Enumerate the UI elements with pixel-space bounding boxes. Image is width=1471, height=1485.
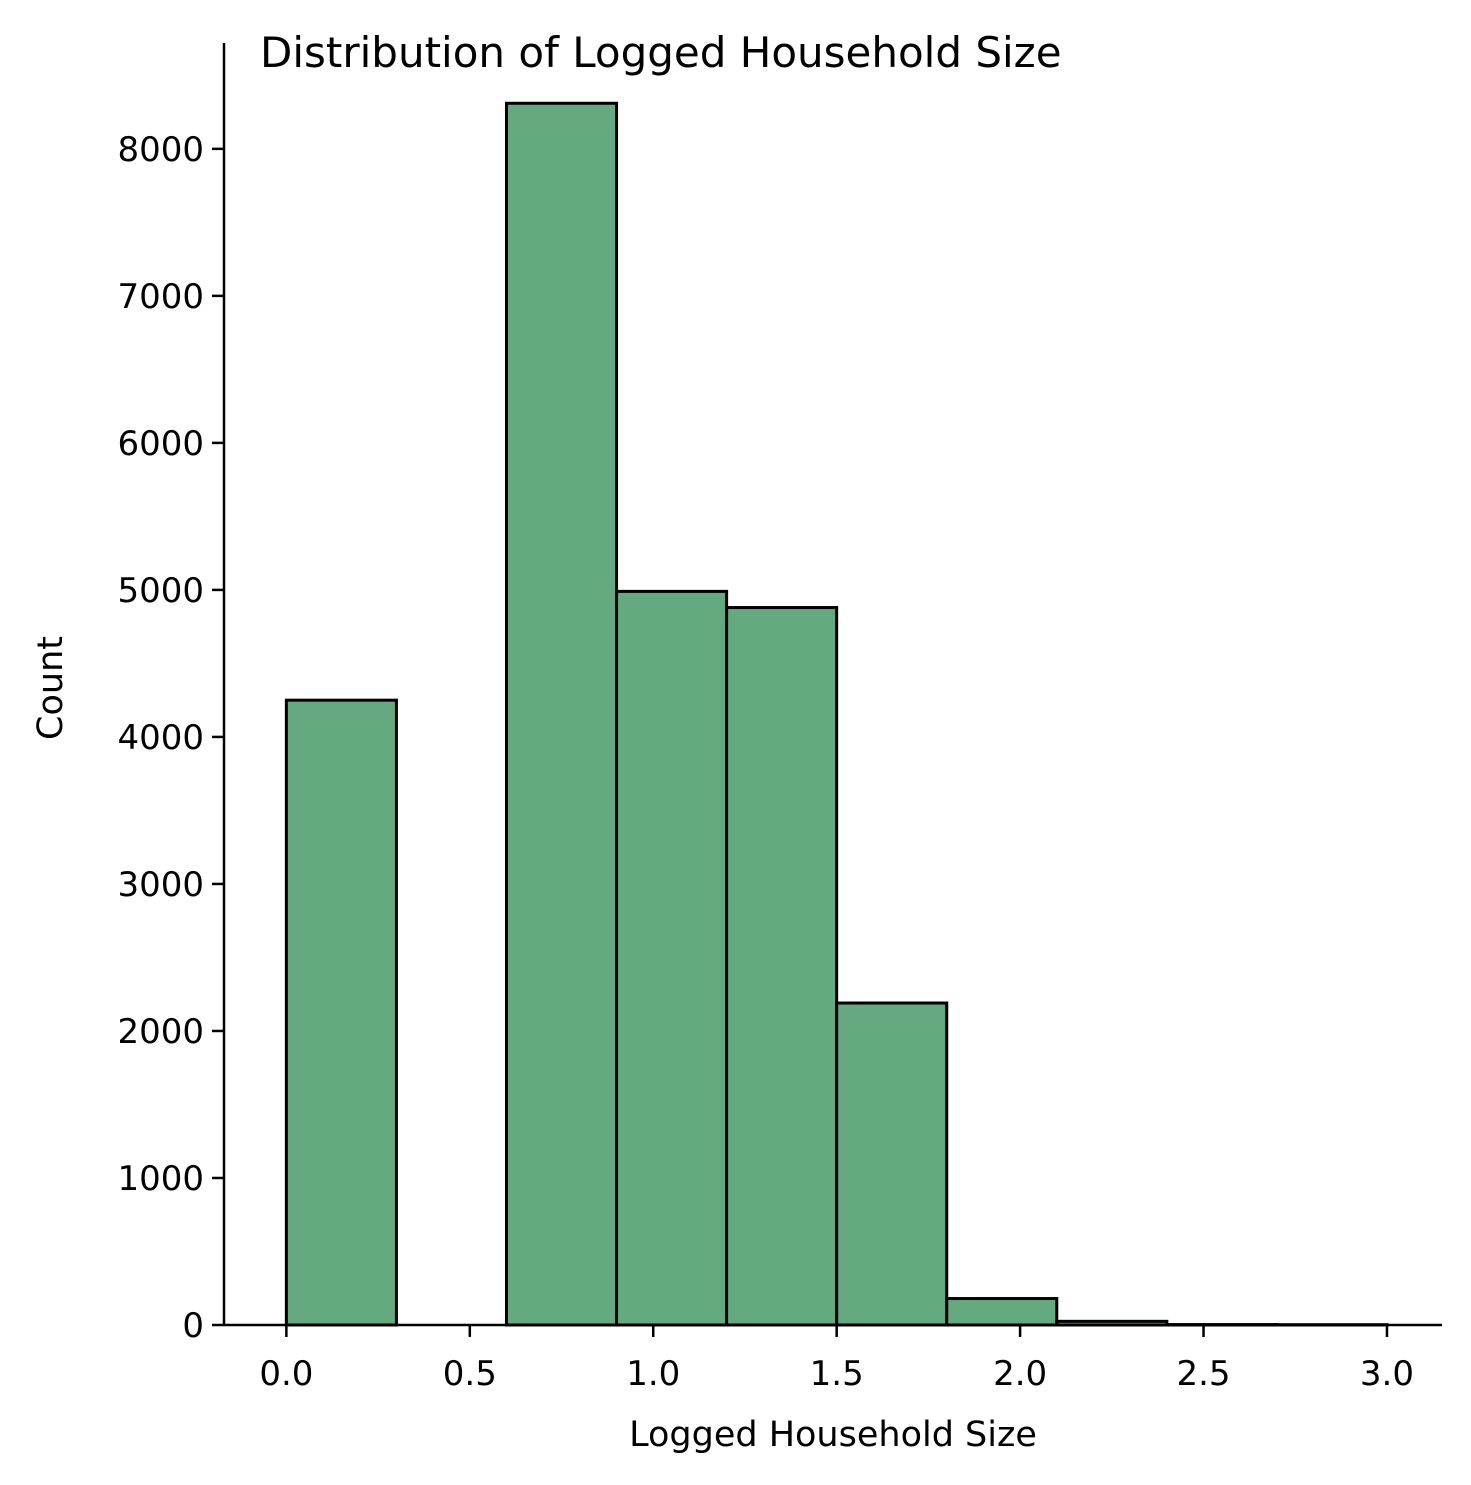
x-ticks: 0.0 0.5 1.0 1.5 2.0 2.5 3.0 xyxy=(259,1325,1414,1394)
chart-title: Distribution of Logged Household Size xyxy=(260,28,1062,77)
histogram-bar-0 xyxy=(284,698,398,1327)
y-tick-label: 3000 xyxy=(117,865,204,905)
axes xyxy=(222,43,1442,1327)
histogram-bar-5 xyxy=(835,1001,949,1327)
y-tick-label: 2000 xyxy=(117,1012,204,1052)
y-tick-label: 0 xyxy=(182,1306,204,1346)
x-tick-label: 2.5 xyxy=(1176,1354,1230,1394)
y-tick-label: 7000 xyxy=(117,277,204,317)
y-tick-label: 5000 xyxy=(117,571,204,611)
histogram-bar-4 xyxy=(725,606,839,1327)
x-tick-label: 2.0 xyxy=(993,1354,1047,1394)
x-tick-label: 0.0 xyxy=(259,1354,313,1394)
histogram-bar-3 xyxy=(615,589,729,1327)
x-axis-label: Logged Household Size xyxy=(629,1415,1037,1455)
x-tick-label: 3.0 xyxy=(1360,1354,1414,1394)
x-tick-label: 0.5 xyxy=(443,1354,497,1394)
y-axis-label: Count xyxy=(31,636,71,740)
y-tick-label: 8000 xyxy=(117,130,204,170)
y-tick-label: 4000 xyxy=(117,718,204,758)
x-tick-label: 1.0 xyxy=(626,1354,680,1394)
y-tick-label: 1000 xyxy=(117,1159,204,1199)
x-tick-label: 1.5 xyxy=(810,1354,864,1394)
histogram-bar-2 xyxy=(504,101,619,1327)
y-tick-label: 6000 xyxy=(117,424,204,464)
histogram-bars xyxy=(284,101,1389,1327)
histogram-bar-6 xyxy=(945,1297,1059,1327)
y-ticks: 0 1000 2000 3000 4000 5000 6000 7000 8000 xyxy=(117,130,224,1346)
